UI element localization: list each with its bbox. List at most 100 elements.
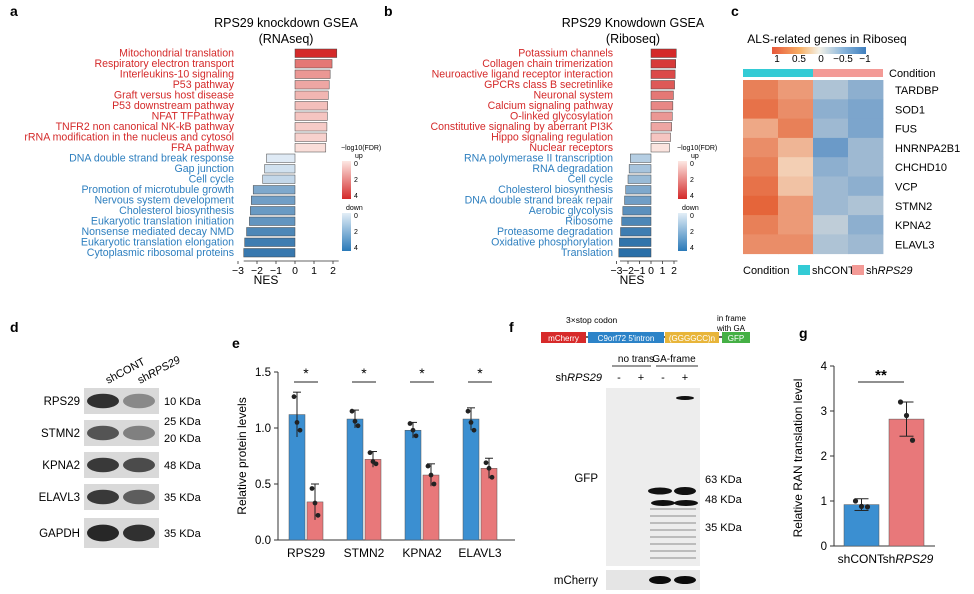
g-y-tick-label-0: 0 [821, 541, 827, 553]
a-category-label-18: Eukaryotic translation elongation [81, 237, 234, 249]
kda-label-2: 48 KDa [164, 460, 202, 472]
a-category-label-15: Cholesterol biosynthesis [119, 205, 234, 217]
band-2-1 [123, 457, 155, 473]
f-gfp-label: GFP [574, 473, 598, 485]
gfp-band-1 [674, 487, 696, 495]
heatmap-cell-6-0 [743, 195, 779, 216]
f-sign-3: + [682, 372, 688, 384]
condition-bar-shCONT [743, 69, 813, 77]
heatmap-cell-1-3 [848, 99, 884, 119]
b-legend-down-tick-2: 4 [690, 245, 694, 252]
panel-b-title: RPS29 Knowdown GSEA [562, 16, 705, 30]
a-category-label-2: Interleukins-10 signaling [120, 69, 234, 81]
b-legend-down-bar [678, 213, 687, 251]
b-bar-5 [650, 101, 674, 111]
gfp-band-2 [651, 500, 675, 506]
construct-box-label-3: GFP [728, 334, 744, 343]
f-row-label: shRPS29 [556, 372, 602, 384]
heatmap-cell-4-3 [848, 157, 884, 177]
a-bar-13 [252, 185, 296, 195]
heatmap-scale-tick-3: −0.5 [833, 54, 853, 65]
heatmap-cell-8-0 [743, 234, 779, 255]
gfp-band-3 [674, 500, 698, 506]
construct-box-2 [665, 332, 719, 343]
b-category-label-8: Hippo signaling regulation [491, 132, 613, 144]
a-x-tick-label-3: 0 [292, 265, 298, 277]
panel-c-heatmap: ALS-related genes in Riboseq 1 0.5 0 −0.5 −1… [743, 32, 960, 277]
gfp-smear-1 [650, 515, 696, 517]
a-bar-2 [294, 69, 331, 79]
e-point-3-1-0 [483, 460, 489, 466]
a-bar-1 [294, 59, 333, 69]
heatmap-scale-tick-0: 1 [774, 54, 780, 65]
heatmap-cell-7-0 [743, 215, 779, 235]
gfp-smear-7 [650, 557, 696, 559]
a-bar-15 [250, 206, 296, 216]
a-category-label-19: Cytoplasmic ribosomal proteins [87, 247, 234, 259]
e-bar-STMN2-0 [346, 418, 364, 541]
e-point-0-1-0 [309, 486, 315, 491]
b-bar-9 [650, 143, 670, 153]
a-x-tick-label-4: 1 [311, 265, 317, 277]
g-y-tick-label-1: 1 [821, 496, 827, 508]
e-point-3-1-2 [489, 474, 495, 480]
panel-b-subtitle: (Riboseq) [606, 32, 660, 46]
panel-a-xlabel: NES [254, 273, 279, 287]
b-x-tick-label-1: −2 [622, 265, 634, 277]
a-legend-up-tick-0: 0 [354, 161, 358, 168]
e-category-3: ELAVL3 [458, 546, 501, 560]
e-point-0-1-1 [312, 500, 318, 506]
panel-letter-f: f [509, 319, 514, 335]
construct-frame-label-2: with GA [716, 324, 746, 333]
e-point-2-1-1 [428, 472, 434, 478]
b-legend-up-tick-2: 4 [690, 193, 694, 200]
construct-box-label-0: mCherry [548, 334, 579, 343]
heatmap-cell-4-1 [778, 157, 814, 177]
a-bar-6 [294, 111, 328, 121]
kda-label-0: 10 KDa [164, 396, 202, 408]
heatmap-cell-0-2 [813, 80, 849, 100]
e-point-2-0-0 [407, 421, 413, 426]
f-kda-2: 35 KDa [705, 522, 743, 534]
heatmap-cell-8-2 [813, 234, 849, 255]
panel-c-title: ALS-related genes in Riboseq [747, 32, 906, 46]
g-point-1-2 [909, 437, 916, 443]
heatmap-row-label-4: CHCHD10 [895, 162, 947, 174]
construct-box-label-1: C9orf72 5′intron [598, 334, 655, 343]
b-bar-18 [619, 237, 652, 247]
a-bar-0 [294, 48, 338, 58]
band-0-0 [87, 393, 119, 409]
group-label-no-trans: no trans [618, 354, 654, 365]
b-category-label-10: RNA polymerase II transcription [464, 153, 613, 165]
b-legend-up-bar [678, 161, 687, 199]
a-bar-4 [294, 90, 329, 100]
a-category-label-16: Eukaryotic translation initiation [91, 216, 234, 228]
band-label-RPS29: RPS29 [44, 396, 80, 408]
b-category-label-6: O-linked glycosylation [510, 111, 613, 123]
b-bar-6 [650, 111, 673, 121]
b-category-label-1: Collagen chain trimerization [482, 58, 613, 70]
a-x-tick-label-2: −1 [270, 265, 282, 277]
heatmap-row-label-8: ELAVL3 [895, 239, 935, 251]
b-bar-1 [650, 59, 676, 69]
b-category-label-16: Ribosome [565, 216, 613, 228]
gfp-smear-2 [650, 522, 696, 524]
g-point-0-0 [852, 498, 859, 504]
heatmap-row-label-0: TARDBP [895, 85, 939, 97]
b-category-label-18: Oxidative phosphorylation [491, 237, 613, 249]
b-bar-11 [628, 164, 652, 174]
b-bar-15 [622, 206, 652, 216]
e-point-1-1-0 [367, 450, 373, 456]
panel-letter-e: e [232, 335, 240, 351]
heatmap-row-label-2: FUS [895, 124, 917, 136]
heatmap-scale-bar [772, 47, 866, 54]
e-point-2-1-0 [425, 463, 431, 469]
a-category-label-14: Nervous system development [94, 195, 234, 207]
b-legend-down-tick-1: 2 [690, 229, 694, 236]
b-legend-up-label: up [691, 153, 699, 160]
e-sig-0: * [303, 365, 309, 381]
g-point-0-2 [864, 504, 871, 510]
a-category-label-4: Graft versus host disease [114, 90, 234, 102]
band-4-0 [87, 524, 119, 542]
